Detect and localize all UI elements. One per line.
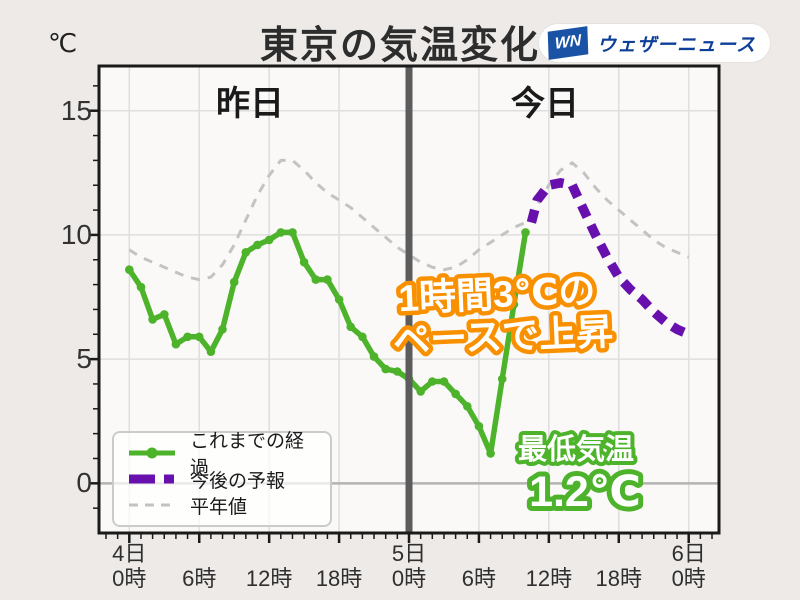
data-point-marker <box>206 347 216 357</box>
data-point-marker <box>497 374 507 384</box>
x-tick-hour: 12時 <box>245 566 293 591</box>
x-tick-label: 6日 0時 <box>646 541 732 591</box>
plot-border <box>97 64 721 535</box>
data-point-marker <box>428 377 437 386</box>
data-point-marker <box>160 310 169 319</box>
data-point-marker <box>451 389 460 399</box>
data-point-marker <box>288 228 297 237</box>
min-temp-annotation-value: 1.2℃ <box>529 468 641 516</box>
data-point-marker <box>474 421 484 431</box>
y-tick-label: 0 <box>76 467 92 499</box>
data-point-marker <box>393 367 402 376</box>
data-point-marker <box>323 275 332 284</box>
legend-label-past: これまでの経過 <box>190 431 305 479</box>
gray-dashed-line-swatch <box>129 503 175 507</box>
data-point-marker <box>241 248 251 257</box>
data-point-marker <box>381 364 391 374</box>
x-tick-hour: 0時 <box>391 566 427 591</box>
x-tick-hour: 18時 <box>595 566 642 591</box>
data-point-marker <box>253 240 262 250</box>
legend-item-past: これまでの経過 <box>126 431 320 479</box>
min-temp-annotation-label: 最低気温 <box>518 433 634 466</box>
x-tick-label: 4日 0時 <box>86 541 172 591</box>
x-tick-label: 12時 <box>226 541 312 591</box>
data-point-marker <box>334 295 344 304</box>
weathernews-logo: WN ウェザーニュース <box>538 24 770 62</box>
axis-ticks <box>89 85 713 543</box>
x-tick-hour: 6時 <box>182 566 217 591</box>
data-point-marker <box>369 352 379 361</box>
data-point-marker <box>299 257 309 267</box>
legend-label-normal: 平年値 <box>190 496 248 518</box>
x-tick-label: 5日 0時 <box>366 541 452 591</box>
data-point-marker <box>194 332 204 342</box>
x-tick-hour: 18時 <box>315 566 363 591</box>
x-tick-day: 4日 <box>112 541 147 566</box>
y-tick-label: 10 <box>60 218 92 250</box>
series-normal-gray <box>128 158 690 282</box>
data-point-marker <box>521 228 530 237</box>
series-past-green <box>125 228 530 458</box>
data-point-marker <box>463 402 472 411</box>
today-label: 今日 <box>511 85 579 123</box>
y-axis-unit-label: ℃ <box>48 28 78 58</box>
x-tick-hour: 12時 <box>525 566 573 591</box>
data-point-marker <box>346 322 356 332</box>
x-tick-hour: 6時 <box>461 566 497 591</box>
data-point-marker <box>148 315 157 324</box>
x-tick-label: 18時 <box>576 541 662 591</box>
legend: これまでの経過 今後の予報 平年値 <box>112 431 332 527</box>
x-tick-label: 12時 <box>506 541 592 591</box>
data-point-marker <box>486 449 495 458</box>
data-point-marker <box>264 235 274 245</box>
wn-logo-name: ウェザーニュース <box>596 34 756 56</box>
legend-item-forecast: 今後の予報 <box>126 466 320 492</box>
series-forecast-purple <box>526 177 691 339</box>
data-point-marker <box>509 300 519 309</box>
x-tick-day: 5日 <box>391 541 427 566</box>
data-point-marker <box>358 332 367 342</box>
x-tick-hour: 0時 <box>112 566 147 591</box>
data-point-marker <box>183 332 192 342</box>
x-tick-label: 18時 <box>296 541 382 591</box>
chart-annotations: 1時間3℃の ペースで上昇 最低気温 1.2℃ <box>388 265 646 521</box>
data-point-marker <box>439 377 449 386</box>
data-point-marker <box>311 275 321 284</box>
x-tick-hour: 0時 <box>671 566 706 591</box>
legend-label-forecast: 今後の予報 <box>190 470 286 492</box>
purple-dashed-line-swatch <box>129 474 175 484</box>
data-point-marker <box>171 339 181 349</box>
legend-item-normal: 平年値 <box>126 492 320 518</box>
green-solid-line-swatch <box>129 447 175 459</box>
data-point-marker <box>136 282 146 292</box>
data-point-marker <box>125 265 134 275</box>
data-point-marker <box>276 228 286 237</box>
series-forecast-purple-line <box>526 177 691 339</box>
y-tick-label: 5 <box>76 343 92 375</box>
x-tick-label: 6時 <box>156 541 242 591</box>
page-title: 東京の気温変化 <box>259 25 541 67</box>
x-tick-label: 6時 <box>436 541 522 591</box>
data-point-marker <box>229 277 239 287</box>
y-tick-label: 15 <box>60 94 92 126</box>
data-point-marker <box>416 387 426 396</box>
x-tick-day: 6日 <box>671 541 706 566</box>
data-point-marker <box>218 325 227 334</box>
series-normal-gray-line <box>128 158 690 282</box>
yesterday-label: 昨日 <box>216 85 284 123</box>
rise-pace-annotation-line1: 1時間3℃の <box>398 270 597 320</box>
